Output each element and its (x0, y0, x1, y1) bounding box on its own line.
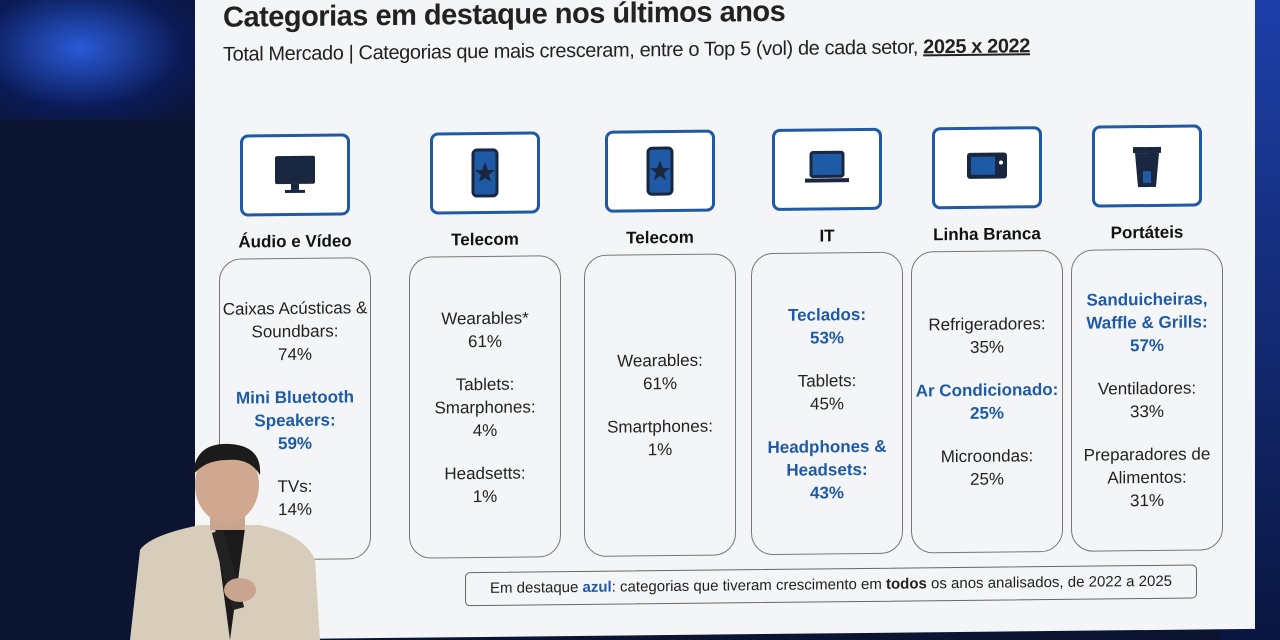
presenter (130, 443, 320, 640)
icon-box (605, 129, 715, 213)
icon-box (1092, 124, 1202, 208)
entry-label: Caixas Acústicas & Soundbars: (222, 298, 368, 342)
entry-label: Teclados: (787, 304, 867, 325)
monitor-icon (275, 155, 315, 194)
slide-title: Categorias em destaque nos últimos anos (223, 0, 786, 34)
category-column: Telecom Wearables* 61% Tablets: Smarphones:… (405, 131, 565, 559)
subtitle-text: Total Mercado | Categorias que mais cres… (223, 36, 924, 66)
entry-label: Headsetts: (444, 463, 526, 483)
entry-label: Microondas: (940, 446, 1034, 467)
presentation-slide: Categorias em destaque nos últimos anos … (195, 0, 1255, 640)
microwave-icon (967, 152, 1007, 179)
category-card: Refrigeradores: 35% Ar Condicionado: 25% Mic… (911, 249, 1063, 554)
category-entry: Tablets: 45% (752, 368, 902, 416)
entry-value: 57% (1129, 335, 1165, 356)
icon-box (932, 126, 1042, 210)
entry-value: 53% (809, 327, 845, 348)
entry-value: 4% (472, 420, 498, 440)
entry-value: 33% (1129, 401, 1165, 422)
entry-value: 61% (642, 373, 678, 394)
category-card: Teclados: 53% Tablets: 45% Headphones & Head… (751, 251, 903, 556)
slide-subtitle: Total Mercado | Categorias que mais cres… (223, 35, 1030, 66)
entry-value: 45% (809, 393, 845, 414)
entry-label: Ar Condicionado: (915, 379, 1059, 401)
icon-box (772, 127, 882, 211)
category-entry: Teclados: 53% (752, 302, 902, 350)
entry-value: 25% (969, 469, 1005, 489)
entry-label: Smartphones: (607, 416, 713, 437)
entry-value: 1% (647, 440, 673, 460)
entry-label: Headphones & Headsets: (767, 436, 887, 480)
entry-label: Tablets: (797, 370, 857, 391)
entry-label: Ventiladores: (1097, 378, 1197, 399)
entry-value: 74% (277, 344, 313, 365)
note-todos: todos (886, 575, 927, 593)
column-header: Portáteis (1110, 222, 1184, 243)
category-entry: Wearables: 61% (585, 348, 735, 396)
icon-box (430, 131, 540, 215)
smartphone-icon (646, 146, 674, 196)
footnote-box: Em destaque azul: categorias que tiveram… (465, 564, 1197, 607)
category-column: IT Teclados: 53% Tablets: 45% Headphones & He… (747, 127, 907, 556)
category-entry: Wearables* 61% (410, 306, 560, 354)
entry-value: 43% (809, 482, 845, 503)
category-card: Wearables* 61% Tablets: Smarphones: 4% Heads… (409, 255, 561, 559)
note-azul: azul (582, 578, 612, 596)
entry-label: Mini Bluetooth Speakers: (235, 387, 355, 431)
category-entry: Refrigeradores: 35% (912, 312, 1062, 360)
category-entry: Headphones & Headsets: 43% (752, 434, 902, 505)
column-header: Telecom (626, 227, 694, 248)
entry-value: 25% (969, 403, 1005, 423)
entry-value: 35% (969, 337, 1005, 357)
entry-value: 31% (1129, 490, 1165, 511)
note-text: : categorias que tiveram crescimento em (611, 575, 886, 596)
entry-label: Wearables* (441, 308, 529, 328)
column-header: Áudio e Vídeo (238, 231, 352, 252)
subtitle-period: 2025 x 2022 (923, 35, 1030, 59)
category-entry: Microondas: 25% (912, 444, 1062, 492)
category-card: Wearables: 61% Smartphones: 1% (584, 253, 736, 557)
category-entry: Preparadores de Alimentos: 31% (1072, 442, 1222, 513)
entry-label: Tablets: Smarphones: (434, 374, 536, 417)
category-entry: Ventiladores: 33% (1072, 376, 1222, 424)
note-text: Em destaque (489, 578, 583, 597)
category-entry: Sanduicheiras, Waffle & Grills: 57% (1072, 287, 1222, 358)
entry-value: 1% (472, 486, 498, 506)
category-column: Linha Branca Refrigeradores: 35% Ar Condici… (907, 126, 1067, 554)
category-entry: Headsetts: 1% (410, 461, 560, 509)
entry-label: Wearables: (617, 350, 703, 371)
category-column: Portáteis Sanduicheiras, Waffle & Grills:… (1067, 124, 1227, 552)
entry-label: Sanduicheiras, Waffle & Grills: (1086, 289, 1208, 333)
column-header: Telecom (451, 229, 519, 250)
laptop-icon (805, 150, 849, 183)
category-entry: Caixas Acústicas & Soundbars: 74% (220, 296, 370, 367)
category-column: Áudio e Vídeo Caixas Acústicas & Soundbar… (215, 133, 375, 561)
entry-label: Preparadores de Alimentos: (1083, 444, 1211, 488)
entry-label: Refrigeradores: (928, 314, 1046, 335)
category-entry: Tablets: Smarphones: 4% (410, 372, 560, 443)
category-column: Telecom Wearables: 61% Smartphones: 1% (580, 129, 740, 557)
note-text: os anos analisados, de 2022 a 2025 (926, 572, 1173, 593)
category-entry: Ar Condicionado: 25% (912, 378, 1062, 426)
icon-box (240, 133, 350, 217)
column-header: IT (819, 226, 835, 246)
entry-value: 61% (467, 331, 503, 351)
smartphone-icon (471, 148, 499, 198)
category-card: Sanduicheiras, Waffle & Grills: 57% Ventil… (1071, 248, 1223, 552)
blender-icon (1133, 146, 1161, 188)
stage-light (0, 0, 200, 120)
category-entry: Smartphones: 1% (585, 414, 735, 462)
column-header: Linha Branca (933, 224, 1041, 245)
